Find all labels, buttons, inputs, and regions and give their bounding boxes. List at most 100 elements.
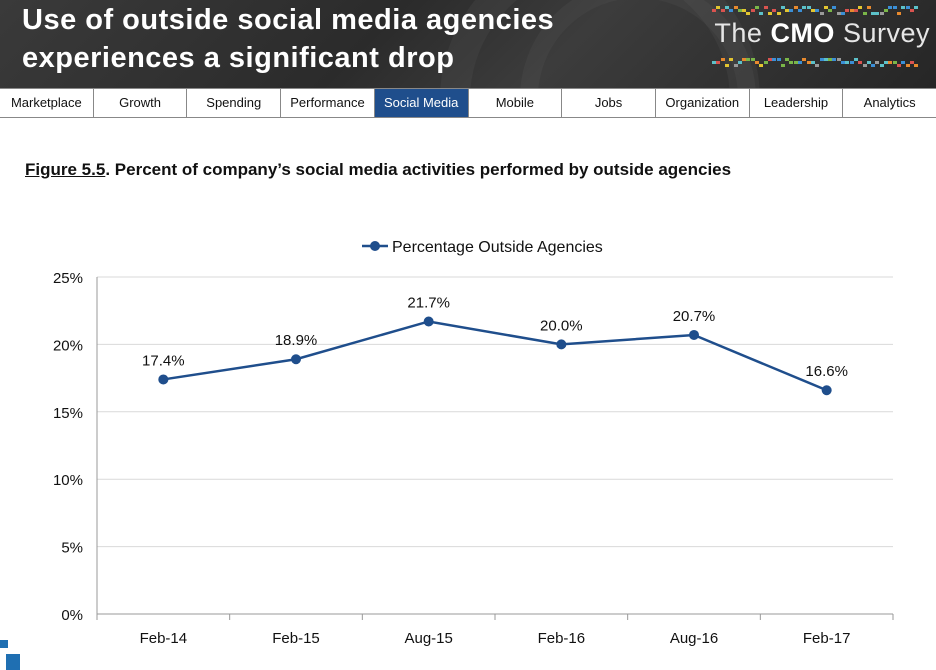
page-title-line-1: Use of outside social media agencies: [22, 4, 555, 36]
logo-suffix: Survey: [842, 18, 930, 48]
logo-dot: [806, 6, 811, 9]
tab-mobile[interactable]: Mobile: [469, 89, 563, 117]
logo-dot: [853, 9, 858, 12]
data-label: 21.7%: [407, 294, 450, 311]
data-label: 20.7%: [673, 308, 716, 325]
logo-dot: [742, 58, 747, 61]
logo-dot: [828, 9, 833, 12]
logo-dot: [755, 61, 759, 64]
tab-social-media[interactable]: Social Media: [374, 89, 469, 117]
x-tick-label: Aug-16: [670, 630, 718, 647]
logo-dot: [841, 12, 845, 15]
logo-dot: [789, 9, 794, 12]
logo-dot: [759, 64, 764, 67]
logo-dot: [772, 58, 777, 61]
logo-dot: [733, 64, 738, 67]
logo-dot: [724, 6, 729, 9]
x-tick-label: Feb-16: [538, 630, 586, 647]
logo-dot: [866, 6, 871, 9]
logo-dot: [819, 58, 824, 61]
figure-caption-text: Percent of company’s social media activi…: [114, 160, 732, 179]
logo-dot: [909, 61, 914, 64]
logo-dot: [866, 61, 871, 64]
tab-jobs[interactable]: Jobs: [562, 89, 656, 117]
logo-dot: [793, 6, 798, 9]
y-tick-label: 20%: [53, 337, 83, 354]
logo-dot: [729, 58, 734, 61]
tab-organization[interactable]: Organization: [656, 89, 750, 117]
y-tick-label: 10%: [53, 472, 83, 489]
logo-dot: [742, 9, 747, 12]
logo-dot: [712, 61, 716, 64]
tab-leadership[interactable]: Leadership: [750, 89, 844, 117]
tab-growth[interactable]: Growth: [94, 89, 188, 117]
logo-dot: [871, 64, 876, 67]
logo-dot: [858, 61, 863, 64]
logo-dot: [767, 12, 772, 15]
logo-dot: [892, 6, 897, 9]
series-line: [163, 320, 828, 392]
logo-dot: [819, 12, 824, 15]
logo-prefix: The: [714, 18, 763, 48]
logo-dot: [716, 6, 721, 9]
line-chart: 0% 5% 10% 15% 20% 25% Feb-14 Feb-15 Aug-15 Feb-16…: [53, 239, 894, 647]
logo-dot: [815, 9, 820, 12]
logo-dot: [879, 64, 884, 67]
logo-dot: [909, 9, 914, 12]
tab-marketplace[interactable]: Marketplace: [0, 89, 94, 117]
logo-dot: [849, 9, 854, 12]
logo-dot: [841, 61, 845, 64]
logo-dot: [836, 12, 841, 15]
cmo-survey-logo: The CMO Survey: [714, 18, 930, 49]
logo-dot: [780, 64, 785, 67]
corner-decoration: [0, 640, 20, 670]
data-label: 18.9%: [275, 332, 318, 349]
tab-analytics[interactable]: Analytics: [863, 95, 916, 110]
logo-dot: [875, 61, 880, 64]
logo-dot: [879, 12, 884, 15]
header-banner: Use of outside social media agencies exp…: [0, 0, 936, 88]
logo-dot: [845, 61, 850, 64]
logo-dot: [802, 58, 807, 61]
logo-dot: [901, 6, 906, 9]
logo-dot: [836, 58, 841, 61]
logo-dot: [806, 61, 811, 64]
logo-dot: [716, 61, 721, 64]
logo-dot: [763, 61, 768, 64]
figure-caption: Figure 5.5. Percent of company’s social …: [25, 160, 731, 180]
logo-dot: [896, 12, 901, 15]
data-point: [423, 316, 434, 327]
data-point: [821, 385, 832, 396]
x-tick-label: Feb-15: [272, 630, 320, 647]
logo-dot: [767, 58, 772, 61]
legend-label: Percentage Outside Agencies: [392, 239, 603, 256]
x-tick-label: Feb-17: [803, 630, 851, 647]
logo-dot: [785, 58, 790, 61]
logo-dot: [785, 9, 790, 12]
logo-dot: [875, 12, 880, 15]
y-tick-label: 0%: [61, 607, 83, 624]
logo-dot: [832, 6, 837, 9]
x-tick-label: Feb-14: [140, 630, 188, 647]
logo-dot: [892, 61, 897, 64]
logo-dot: [776, 58, 781, 61]
logo-dot: [759, 12, 764, 15]
page-title-line-2: experiences a significant drop: [22, 42, 455, 74]
tab-performance[interactable]: Performance: [281, 89, 375, 117]
logo-dot: [750, 9, 755, 12]
logo-dot: [849, 61, 854, 64]
tab-spending[interactable]: Spending: [187, 89, 282, 117]
logo-dot: [815, 64, 820, 67]
logo-dot: [798, 61, 802, 64]
logo-dot-pattern: [712, 6, 922, 15]
section-nav: Marketplace Growth Spending Performance Soci…: [0, 88, 936, 118]
legend-marker: [370, 241, 380, 251]
logo-dot: [720, 58, 725, 61]
logo-dot: [914, 6, 919, 9]
logo-dot: [763, 6, 768, 9]
logo-dot: [746, 58, 751, 61]
logo-dot: [733, 6, 738, 9]
logo-dot: [862, 64, 867, 67]
logo-dot: [823, 6, 828, 9]
logo-dot: [802, 6, 807, 9]
